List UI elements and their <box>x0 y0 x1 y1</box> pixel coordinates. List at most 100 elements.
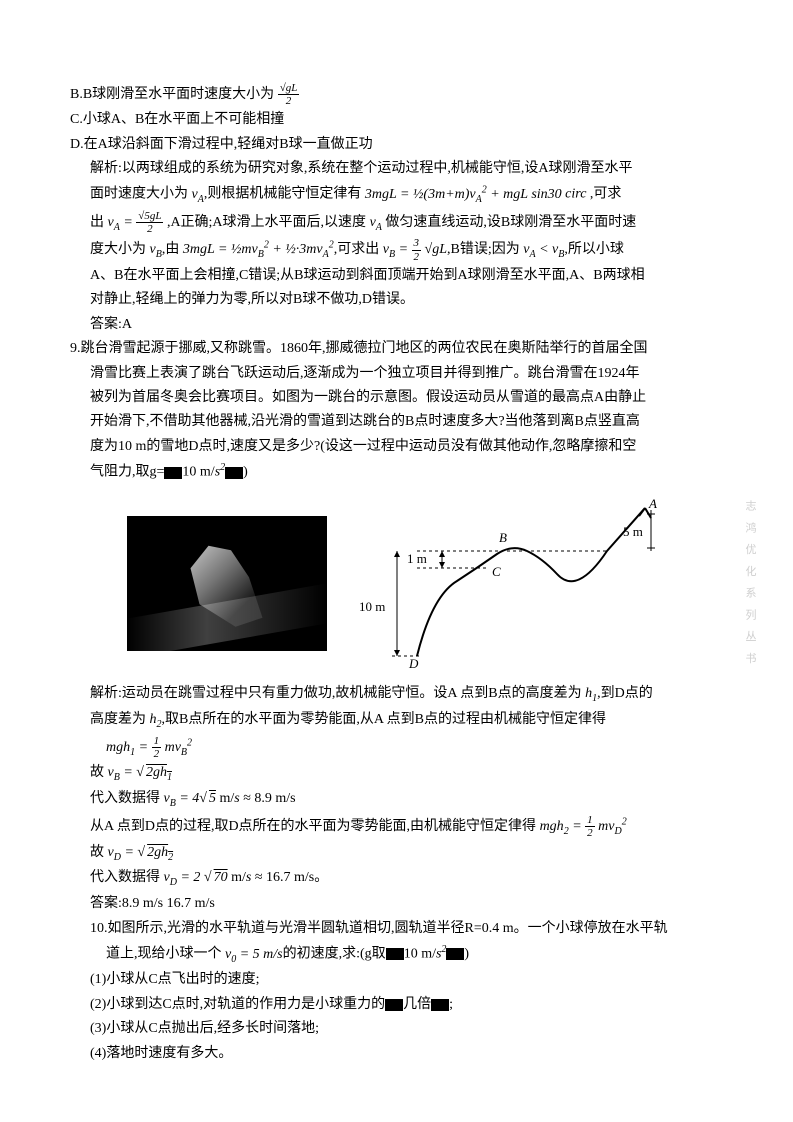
q9-text6e: ) <box>243 465 248 480</box>
analysis1-text3b: ,A正确;A球滑上水平面后,以速度 <box>167 215 366 230</box>
analysis2-label: 解析: <box>90 686 122 701</box>
eq4-frac: 12 <box>585 814 595 839</box>
redacted-g2 <box>386 948 404 960</box>
eq2-frac: √5gL2 <box>136 210 163 235</box>
h1-symbol: h1 <box>585 686 597 701</box>
q9-text1: 跳台滑雪起源于挪威,又称跳雪。1860年,挪威德拉门地区的两位农民在奥斯陆举行的… <box>81 341 648 356</box>
eq3-approx: ≈ 8.9 m/s <box>240 791 296 806</box>
dim-5m-text: 5 m <box>623 524 643 539</box>
eq5-vd: vD = √2gh2 <box>108 845 174 860</box>
eq-mgh1: mgh1 = <box>106 740 152 755</box>
eq4-rhs: mvD2 <box>598 819 627 834</box>
analysis2-answer: 答案:8.9 m/s 16.7 m/s <box>70 893 723 915</box>
arrow-a-1 <box>639 508 645 516</box>
redacted-g <box>164 467 182 479</box>
dim-10m-arr1 <box>394 551 400 557</box>
subst-text: 代入数据得 <box>90 791 164 806</box>
q10-sub2: (2)小球到达C点时,对轨道的作用力是小球重力的 几倍; <box>70 994 723 1016</box>
eq4: vB = <box>383 242 412 257</box>
subst-text-2: 代入数据得 <box>90 870 164 885</box>
q10-line1: 10.如图所示,光滑的水平轨道与光滑半圆轨道相切,圆轨道半径R=0.4 m。一个… <box>70 918 723 940</box>
q10-sub2a: (2)小球到达C点时,对轨道的作用力是小球重力的 <box>90 997 385 1012</box>
ski-jump-diagram: A B C D 5 m 1 m 10 m <box>357 496 667 671</box>
answer2-value: 8.9 m/s 16.7 m/s <box>122 896 215 911</box>
dim-10m-text: 10 m <box>359 599 385 614</box>
eq1-frac: 12 <box>152 735 162 760</box>
answer-value: A <box>122 317 132 332</box>
q10-sub2b: 几倍 <box>403 997 431 1012</box>
ineq: vA < vB <box>523 242 564 257</box>
analysis2-text1a: 运动员在跳雪过程中只有重力做功,故机械能守恒。设A 点到B点的高度差为 <box>122 686 582 701</box>
eq2: vA = <box>108 215 137 230</box>
analysis2-text2a: 高度差为 <box>90 712 146 727</box>
label-c: C <box>492 564 501 579</box>
redacted-4 <box>385 999 403 1011</box>
dim-10m-arr2 <box>394 650 400 656</box>
option-c: C.小球A、B在水平面上不可能相撞 <box>70 109 723 131</box>
eq4-sqrt: √gL <box>425 242 447 257</box>
q9-line1: 9.跳台滑雪起源于挪威,又称跳雪。1860年,挪威德拉门地区的两位农民在奥斯陆举… <box>70 338 723 360</box>
option-b-formula: √gL 2 <box>278 82 300 107</box>
q10-text2a: 道上,现给小球一个 <box>106 947 222 962</box>
q9-line3: 被列为首届冬奥会比赛项目。如图为一跳台的示意图。假设运动员从雪道的最高点A由静止 <box>70 387 723 409</box>
analysis-label: 解析: <box>90 161 122 176</box>
option-c-text: 小球A、B在水平面上不可能相撞 <box>83 112 284 127</box>
circ-text: circ <box>562 187 590 202</box>
option-c-prefix: C. <box>70 112 83 127</box>
q10-sub2c: ; <box>449 997 453 1012</box>
analysis2-text1b: ,到D点的 <box>597 686 653 701</box>
q10-line2: 道上,现给小球一个 v0 = 5 m/s的初速度,求:(g取10 m/s2) <box>70 942 723 967</box>
analysis1-answer: 答案:A <box>70 314 723 336</box>
q9-text6b: 10 m/ <box>182 465 214 480</box>
eq4-frac: 32 <box>412 237 422 262</box>
analysis1-text1: 以两球组成的系统为研究对象,系统在整个运动过程中,机械能守恒,设A球刚滑至水平 <box>122 161 633 176</box>
eq3-unit: m/ <box>216 791 234 806</box>
label-d: D <box>408 656 419 671</box>
option-b: B.B球刚滑至水平面时速度大小为 √gL 2 <box>70 82 723 107</box>
q9-line2: 滑雪比赛上表演了跳台飞跃运动后,逐渐成为一个独立项目并得到推广。跳台滑雪在192… <box>70 363 723 385</box>
eq6-unit: m/ <box>228 870 246 885</box>
analysis2-eq1: mgh1 = 12 mvB2 <box>70 735 723 761</box>
answer2-label: 答案: <box>90 896 122 911</box>
option-d: D.在A球沿斜面下滑过程中,轻绳对B球一直做正功 <box>70 134 723 156</box>
q10-text2c: 10 m/ <box>404 947 436 962</box>
analysis1-line2: 面时速度大小为 vA,则根据机械能守恒定律有 3mgL = ½(3m+m)vA2… <box>70 182 723 207</box>
analysis1-text4e: ,所以小球 <box>564 242 624 257</box>
analysis1-text2a: 面时速度大小为 <box>90 187 188 202</box>
analysis2-line1: 解析:运动员在跳雪过程中只有重力做功,故机械能守恒。设A 点到B点的高度差为 h… <box>70 683 723 707</box>
h2-symbol: h2 <box>150 712 162 727</box>
curve-path <box>417 508 645 656</box>
analysis2-line2: 高度差为 h2,取B点所在的水平面为零势能面,从A 点到B点的过程由机械能守恒定… <box>70 709 723 733</box>
so-text: 故 <box>90 765 108 780</box>
eq2-vb: vB = √2gh1 <box>108 765 172 780</box>
analysis1-text2b: ,则根据机械能守恒定律有 <box>204 187 362 202</box>
eq1-rhs: mvB2 <box>165 740 192 755</box>
q10-text2f: ) <box>464 947 469 962</box>
eq3: 3mgL = ½mvB2 + ½·3mvA2 <box>183 242 334 257</box>
q10-text1a: 如图所示,光滑的水平轨道与光滑半圆轨道相切,圆轨道半径R=0.4 m。一个小球停… <box>108 921 668 936</box>
redacted-2 <box>225 467 243 479</box>
analysis1-line6: 对静止,轻绳上的弹力为零,所以对B球不做功,D错误。 <box>70 289 723 311</box>
analysis1-text4c: ,可求出 <box>334 242 380 257</box>
option-d-text: 在A球沿斜面下滑过程中,轻绳对B球一直做正功 <box>84 137 373 152</box>
q9-line4: 开始滑下,不借助其他器械,沿光滑的雪道到达跳台的B点时速度多大?当他落到离B点竖… <box>70 411 723 433</box>
analysis2-text3a: 从A 点到D点的过程,取D点所在的水平面为零势能面,由机械能守恒定律得 <box>90 819 536 834</box>
option-d-prefix: D. <box>70 137 84 152</box>
label-a: A <box>648 496 657 511</box>
analysis1-text4b: ,由 <box>162 242 180 257</box>
q10-number: 10. <box>90 921 108 936</box>
analysis1-text3c: 做匀速直线运动,设B球刚滑至水平面时速 <box>385 215 636 230</box>
so-text-2: 故 <box>90 845 108 860</box>
analysis1-line1: 解析:以两球组成的系统为研究对象,系统在整个运动过程中,机械能守恒,设A球刚滑至… <box>70 158 723 180</box>
analysis1-line4: 度大小为 vB,由 3mgL = ½mvB2 + ½·3mvA2,可求出 vB … <box>70 237 723 263</box>
page-content: B.B球刚滑至水平面时速度大小为 √gL 2 C.小球A、B在水平面上不可能相撞… <box>0 0 793 1107</box>
analysis2-eq3: 代入数据得 vB = 4√5 m/s ≈ 8.9 m/s <box>70 788 723 812</box>
option-b-text: B球刚滑至水平面时速度大小为 <box>83 87 274 102</box>
q10-sub4: (4)落地时速度有多大。 <box>70 1043 723 1065</box>
v0-symbol: v0 = 5 m/s <box>225 947 283 962</box>
redacted-3 <box>446 948 464 960</box>
va-symbol-2: vA <box>370 215 382 230</box>
dim-1m-arr1 <box>439 551 445 557</box>
watermark-text: 志 鸿 优 化 系 列 丛 书 <box>736 500 758 667</box>
analysis2-eq2: 故 vB = √2gh1 <box>70 762 723 786</box>
